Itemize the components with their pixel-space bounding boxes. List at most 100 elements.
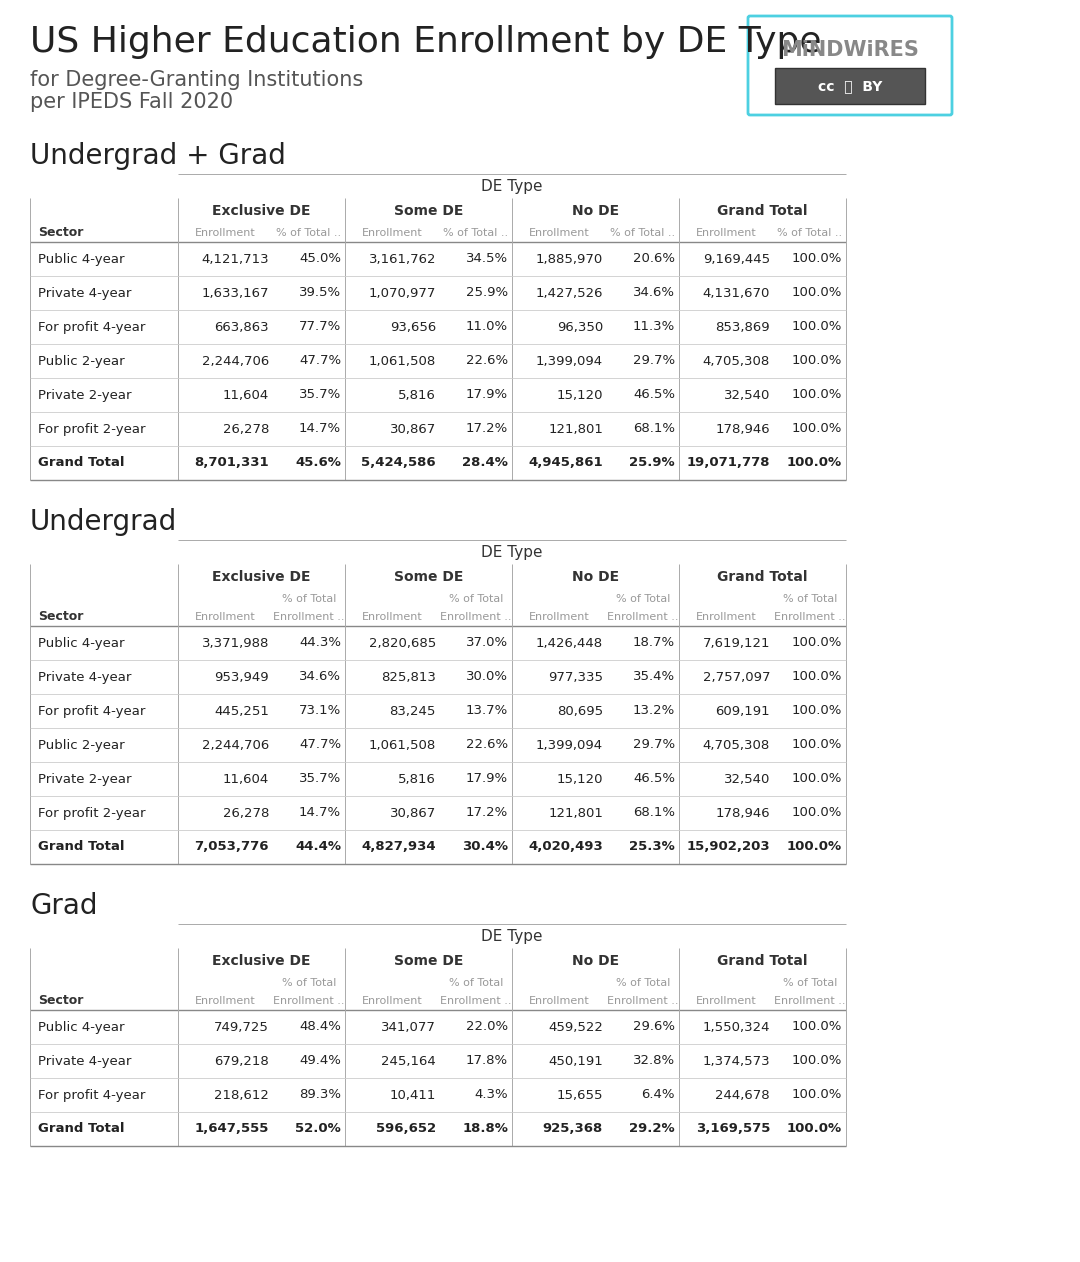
Text: 100.0%: 100.0% <box>787 457 842 469</box>
Text: 4,705,308: 4,705,308 <box>703 355 770 367</box>
Text: 4.3%: 4.3% <box>474 1089 508 1102</box>
Text: 4,705,308: 4,705,308 <box>703 738 770 751</box>
Text: 29.7%: 29.7% <box>633 355 675 367</box>
Text: Private 4-year: Private 4-year <box>38 670 132 684</box>
Text: Some DE: Some DE <box>394 570 463 584</box>
Text: US Higher Education Enrollment by DE Type: US Higher Education Enrollment by DE Typ… <box>30 25 822 59</box>
Text: Grand Total: Grand Total <box>38 1122 124 1136</box>
Text: 3,169,575: 3,169,575 <box>696 1122 770 1136</box>
Text: 34.5%: 34.5% <box>465 252 508 265</box>
Text: 18.8%: 18.8% <box>462 1122 508 1136</box>
Text: 100.0%: 100.0% <box>792 1089 842 1102</box>
Text: 11.3%: 11.3% <box>633 321 675 333</box>
Text: 1,399,094: 1,399,094 <box>536 738 603 751</box>
Text: For profit 4-year: For profit 4-year <box>38 1089 146 1102</box>
Text: 37.0%: 37.0% <box>465 636 508 650</box>
Text: 4,131,670: 4,131,670 <box>703 286 770 299</box>
Text: % of Total: % of Total <box>449 594 503 604</box>
Text: 121,801: 121,801 <box>549 423 603 435</box>
Text: 341,077: 341,077 <box>381 1021 436 1034</box>
Text: Private 2-year: Private 2-year <box>38 772 132 785</box>
Text: per IPEDS Fall 2020: per IPEDS Fall 2020 <box>30 92 233 112</box>
Text: For profit 4-year: For profit 4-year <box>38 321 146 333</box>
Text: 100.0%: 100.0% <box>792 423 842 435</box>
Text: 609,191: 609,191 <box>715 704 770 718</box>
Text: 121,801: 121,801 <box>549 806 603 819</box>
Text: Enrollment: Enrollment <box>697 228 757 239</box>
Text: 1,061,508: 1,061,508 <box>368 738 436 751</box>
Text: 1,426,448: 1,426,448 <box>536 636 603 650</box>
Text: 749,725: 749,725 <box>214 1021 269 1034</box>
Text: 1,550,324: 1,550,324 <box>702 1021 770 1034</box>
Text: 1,427,526: 1,427,526 <box>536 286 603 299</box>
Text: 9,169,445: 9,169,445 <box>703 252 770 265</box>
Text: 100.0%: 100.0% <box>787 1122 842 1136</box>
Text: 29.7%: 29.7% <box>633 738 675 751</box>
Text: Enrollment: Enrollment <box>529 228 590 239</box>
Text: 48.4%: 48.4% <box>299 1021 341 1034</box>
Text: 34.6%: 34.6% <box>633 286 675 299</box>
Text: 68.1%: 68.1% <box>633 806 675 819</box>
Text: 2,757,097: 2,757,097 <box>702 670 770 684</box>
Text: 2,244,706: 2,244,706 <box>202 738 269 751</box>
Text: % of Total: % of Total <box>282 594 336 604</box>
Text: 14.7%: 14.7% <box>299 806 341 819</box>
Text: No DE: No DE <box>572 954 619 968</box>
Text: Sector: Sector <box>38 611 83 623</box>
Text: Public 2-year: Public 2-year <box>38 355 124 367</box>
Text: 100.0%: 100.0% <box>792 389 842 401</box>
Text: 4,020,493: 4,020,493 <box>528 840 603 853</box>
Text: 4,121,713: 4,121,713 <box>201 252 269 265</box>
Text: 100.0%: 100.0% <box>792 806 842 819</box>
Text: DE Type: DE Type <box>482 544 543 559</box>
Text: 178,946: 178,946 <box>715 423 770 435</box>
Text: Enrollment: Enrollment <box>529 612 590 622</box>
Text: 4,827,934: 4,827,934 <box>362 840 436 853</box>
Text: Public 4-year: Public 4-year <box>38 1021 124 1034</box>
Text: DE Type: DE Type <box>482 929 543 944</box>
Text: 100.0%: 100.0% <box>792 355 842 367</box>
Text: 100.0%: 100.0% <box>792 252 842 265</box>
Text: Enrollment: Enrollment <box>362 612 423 622</box>
Text: Exclusive DE: Exclusive DE <box>213 954 311 968</box>
Text: 11,604: 11,604 <box>222 389 269 401</box>
Text: Enrollment: Enrollment <box>697 996 757 1006</box>
Text: 100.0%: 100.0% <box>792 636 842 650</box>
Text: 15,655: 15,655 <box>556 1089 603 1102</box>
Text: 100.0%: 100.0% <box>792 670 842 684</box>
Text: 49.4%: 49.4% <box>299 1055 341 1068</box>
Text: 47.7%: 47.7% <box>299 738 341 751</box>
Text: 5,816: 5,816 <box>399 772 436 785</box>
Text: Private 4-year: Private 4-year <box>38 286 132 299</box>
Text: 5,424,586: 5,424,586 <box>362 457 436 469</box>
Text: Enrollment ..: Enrollment .. <box>607 612 678 622</box>
Text: 25.9%: 25.9% <box>630 457 675 469</box>
Text: 96,350: 96,350 <box>557 321 603 333</box>
Text: 25.9%: 25.9% <box>465 286 508 299</box>
Text: Enrollment ..: Enrollment .. <box>607 996 678 1006</box>
Text: 825,813: 825,813 <box>381 670 436 684</box>
Text: 450,191: 450,191 <box>549 1055 603 1068</box>
Text: 100.0%: 100.0% <box>792 704 842 718</box>
Text: Public 4-year: Public 4-year <box>38 636 124 650</box>
Text: Grand Total: Grand Total <box>717 954 808 968</box>
Text: 44.4%: 44.4% <box>295 840 341 853</box>
Text: 93,656: 93,656 <box>390 321 436 333</box>
Text: 47.7%: 47.7% <box>299 355 341 367</box>
Text: Enrollment: Enrollment <box>362 228 423 239</box>
Text: 663,863: 663,863 <box>214 321 269 333</box>
Text: 32,540: 32,540 <box>724 772 770 785</box>
Text: Enrollment ..: Enrollment .. <box>441 996 512 1006</box>
Text: DE Type: DE Type <box>482 178 543 193</box>
Text: % of Total: % of Total <box>616 978 671 988</box>
Text: Enrollment: Enrollment <box>529 996 590 1006</box>
Text: for Degree-Granting Institutions: for Degree-Granting Institutions <box>30 69 363 90</box>
Text: cc  ⓘ  BY: cc ⓘ BY <box>818 80 882 93</box>
Text: 2,244,706: 2,244,706 <box>202 355 269 367</box>
Text: Private 4-year: Private 4-year <box>38 1055 132 1068</box>
Text: Enrollment ..: Enrollment .. <box>774 612 846 622</box>
Text: 5,816: 5,816 <box>399 389 436 401</box>
Text: 30.0%: 30.0% <box>465 670 508 684</box>
Text: % of Total ..: % of Total .. <box>610 228 676 239</box>
Text: 10,411: 10,411 <box>390 1089 436 1102</box>
